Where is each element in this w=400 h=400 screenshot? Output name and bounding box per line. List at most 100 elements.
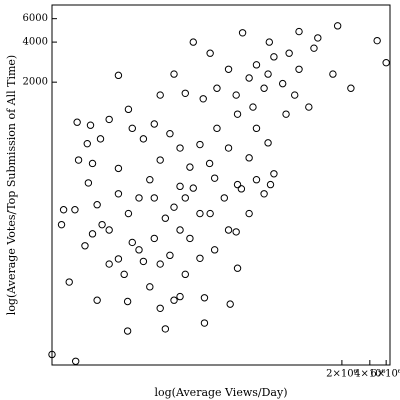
point — [200, 294, 209, 302]
x-tick-label: 6×10⁶ — [370, 369, 400, 380]
point — [156, 304, 164, 313]
point — [382, 59, 390, 67]
point — [237, 185, 246, 193]
point — [93, 201, 101, 209]
point — [210, 174, 219, 182]
point — [265, 38, 274, 46]
point — [84, 179, 93, 187]
point — [224, 144, 233, 152]
point — [206, 49, 214, 57]
point — [205, 159, 214, 168]
point — [88, 159, 97, 168]
point — [123, 297, 132, 306]
point — [260, 190, 268, 198]
point — [282, 110, 290, 118]
point — [124, 105, 133, 114]
point — [210, 246, 219, 254]
x-tick-label: 2×10⁶ — [326, 369, 357, 380]
point — [114, 190, 123, 198]
point — [96, 135, 105, 143]
point — [181, 89, 189, 97]
point — [139, 257, 148, 266]
point — [295, 27, 303, 36]
point — [161, 214, 170, 222]
point — [270, 170, 278, 178]
point — [98, 220, 106, 229]
point — [114, 164, 123, 173]
point — [196, 209, 204, 218]
point — [245, 209, 253, 218]
point — [124, 209, 133, 218]
point — [105, 115, 113, 124]
point — [166, 251, 174, 260]
point — [135, 194, 143, 202]
point — [156, 91, 164, 99]
point — [128, 238, 136, 247]
point — [83, 139, 91, 148]
point — [232, 228, 240, 236]
point — [252, 61, 261, 69]
point — [295, 65, 303, 73]
point — [189, 38, 197, 46]
point — [249, 103, 257, 111]
point — [71, 206, 79, 214]
point — [170, 70, 178, 78]
point — [224, 226, 233, 234]
point — [333, 22, 342, 30]
y-axis-label: log(Average Votes/Top Submission of All … — [5, 55, 18, 315]
point — [176, 182, 184, 191]
point — [123, 327, 132, 335]
point — [170, 296, 178, 304]
point — [200, 319, 209, 327]
point — [81, 242, 89, 250]
y-tick-label: 2000 — [23, 77, 48, 88]
y-tick-label: 6000 — [23, 13, 48, 24]
point — [213, 84, 221, 92]
point — [196, 254, 204, 263]
point — [176, 292, 184, 301]
x-tick-label: 4×10⁶ — [354, 369, 385, 380]
point — [181, 270, 189, 279]
point — [146, 176, 154, 184]
point — [120, 270, 128, 279]
point — [114, 71, 123, 80]
point — [114, 255, 123, 263]
point — [314, 34, 322, 42]
point — [291, 91, 299, 99]
point — [139, 135, 148, 143]
point — [105, 226, 113, 234]
point — [305, 103, 313, 111]
point — [264, 70, 272, 78]
point — [224, 65, 233, 73]
point — [150, 234, 158, 243]
point — [59, 206, 68, 214]
point — [373, 36, 381, 45]
point — [156, 260, 164, 268]
point — [57, 220, 66, 229]
point — [65, 278, 73, 286]
point — [252, 176, 261, 184]
point — [135, 246, 143, 254]
point — [161, 325, 170, 333]
point — [233, 180, 242, 189]
point — [310, 44, 318, 52]
point — [264, 139, 272, 147]
point — [285, 49, 293, 57]
point — [347, 84, 355, 92]
point — [199, 95, 207, 103]
point — [186, 163, 194, 171]
point — [329, 70, 337, 78]
point — [238, 29, 247, 37]
point — [176, 226, 184, 234]
point — [86, 121, 95, 129]
point — [48, 350, 56, 359]
point — [260, 84, 268, 92]
plot-frame — [51, 4, 391, 366]
point — [170, 203, 178, 211]
point — [233, 110, 242, 118]
point — [88, 230, 97, 238]
point — [181, 194, 189, 202]
point — [150, 194, 158, 202]
point — [233, 264, 242, 272]
